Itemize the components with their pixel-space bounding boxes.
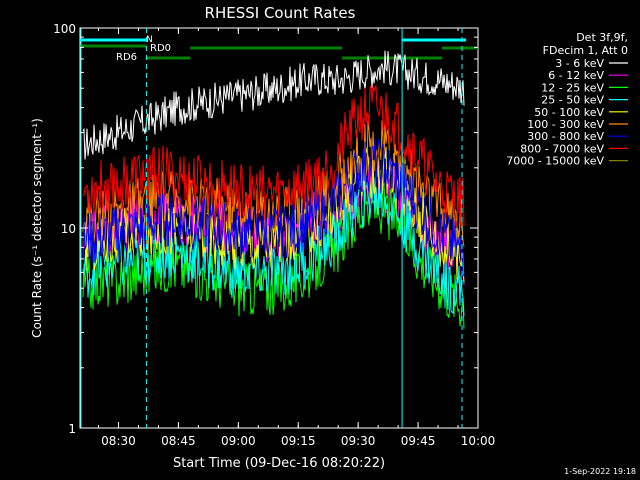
y-tick-label: 10 (61, 222, 76, 236)
footer-timestamp: 1-Sep-2022 19:18 (564, 467, 636, 476)
x-tick-label: 09:30 (341, 434, 376, 448)
chart-title: RHESSI Count Rates (205, 4, 356, 22)
attenuator-bars: RD0 RD6 N (80, 35, 478, 63)
series-lines (82, 50, 465, 329)
x-tick-label: 09:45 (401, 434, 436, 448)
y-tick-label: 1 (68, 422, 76, 436)
legend-entry-label: 50 - 100 keV (534, 106, 604, 119)
n-label: N (146, 35, 153, 45)
legend-entry-label: 3 - 6 keV (555, 57, 604, 70)
legend-entry-label: 800 - 7000 keV (520, 142, 604, 155)
legend-entry-label: 300 - 800 keV (527, 130, 604, 143)
rd0-label: RD0 (150, 43, 171, 54)
x-tick-label: 09:15 (281, 434, 316, 448)
series-line-0 (82, 50, 465, 160)
legend-entry-label: 7000 - 15000 keV (506, 155, 604, 168)
legend-info-line: FDecim 1, Att 0 (543, 44, 628, 57)
legend-entry-label: 25 - 50 keV (541, 94, 604, 107)
legend-entry-label: 6 - 12 keV (548, 69, 604, 82)
rd6-label: RD6 (116, 52, 137, 63)
y-axis-label: Count Rate (s⁻¹ detector segment⁻¹) (30, 118, 44, 338)
legend-entry-label: 12 - 25 keV (541, 81, 604, 94)
legend-entry-label: 100 - 300 keV (527, 118, 604, 131)
x-axis-ticks: 08:30 08:45 09:00 09:15 09:30 09:45 10:00 (98, 28, 496, 448)
y-tick-label: 100 (53, 22, 76, 36)
x-tick-label: 10:00 (461, 434, 496, 448)
series-line-6 (82, 138, 465, 278)
x-tick-label: 09:00 (221, 434, 256, 448)
x-tick-label: 08:45 (161, 434, 196, 448)
series-line-7 (82, 84, 465, 229)
legend-info-line: Det 3f,9f, (576, 31, 628, 44)
x-axis-label: Start Time (09-Dec-16 08:20:22) (173, 456, 385, 471)
y-axis-ticks: 1 10 100 (53, 22, 478, 436)
x-tick-label: 08:30 (101, 434, 136, 448)
